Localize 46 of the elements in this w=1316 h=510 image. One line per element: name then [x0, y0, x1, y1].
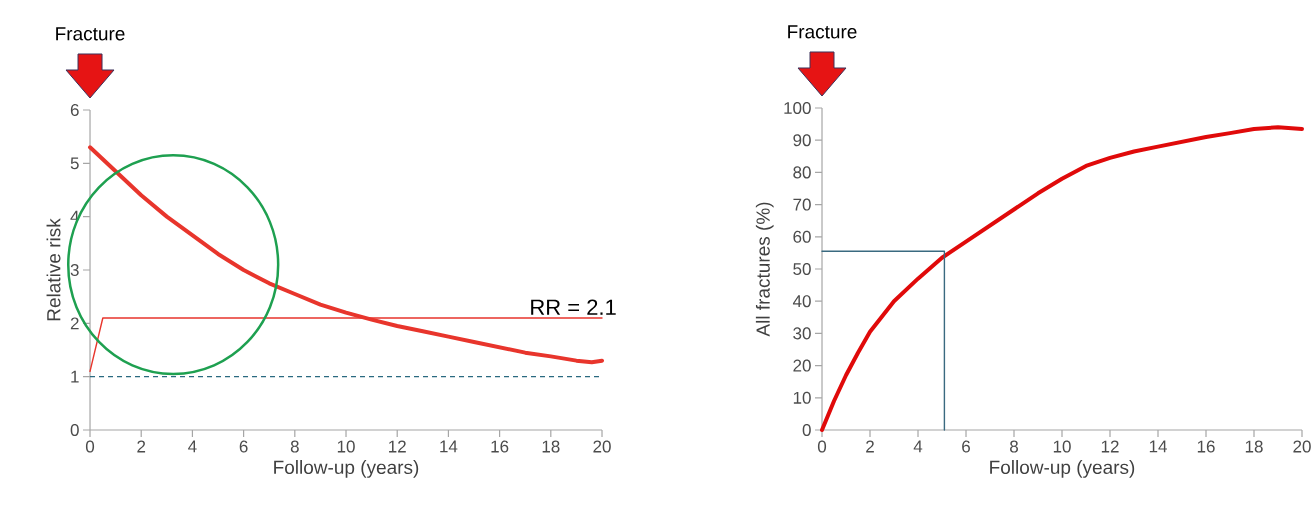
x-tick-label: 20 [1293, 440, 1311, 453]
x-tick-label: 14 [1149, 440, 1167, 453]
y-axis-title: Relative risk [46, 218, 61, 321]
x-tick-label: 2 [137, 440, 146, 453]
text: Fracture [56, 27, 125, 41]
y-tick-label: 80 [793, 166, 811, 179]
y-tick-label: 6 [70, 103, 79, 117]
text: Fracture [788, 25, 857, 39]
y-tick-label: 3 [70, 263, 79, 277]
y-tick-label: 90 [793, 134, 811, 147]
x-tick-label: 2 [866, 440, 874, 453]
x-tick-label: 18 [542, 440, 560, 453]
y-tick-label: 2 [70, 317, 79, 330]
x-tick-label: 0 [817, 440, 827, 453]
x-tick-label: 8 [1010, 440, 1018, 453]
x-tick-label: 4 [913, 440, 923, 453]
x-tick-label: 16 [491, 440, 509, 453]
x-tick-label: 14 [440, 440, 458, 453]
x-tick-label: 16 [1197, 440, 1215, 453]
x-tick-label: 12 [1101, 440, 1119, 453]
y-tick-label: 20 [793, 359, 811, 372]
y-tick-label: 70 [793, 198, 811, 211]
x-tick-label: 12 [389, 440, 406, 453]
x-tick-label: 10 [337, 440, 355, 453]
y-tick-label: 0 [70, 423, 79, 437]
x-tick-label: 6 [962, 440, 970, 453]
y-tick-label: 40 [792, 295, 811, 308]
y-tick-label: 0 [802, 423, 811, 437]
x-tick-label: 20 [593, 440, 611, 453]
y-tick-label: 1 [71, 370, 79, 383]
x-tick-label: 10 [1053, 440, 1071, 453]
x-tick-label: 8 [290, 440, 299, 453]
y-tick-label: 60 [793, 230, 811, 243]
annotation: RR = 2.1 [531, 299, 616, 315]
y-tick-label: 50 [793, 262, 811, 276]
y-tick-label: 5 [70, 157, 79, 170]
x-axis-title: Follow-up (years) [990, 460, 1135, 478]
y-axis-title: All fractures (%) [755, 202, 774, 337]
y-tick-label: 100 [784, 101, 811, 115]
x-axis-title: Follow-up (years) [274, 460, 419, 478]
y-tick-label: 30 [793, 327, 811, 340]
x-tick-label: 6 [239, 440, 248, 453]
x-tick-label: 18 [1245, 440, 1263, 453]
x-tick-label: 0 [85, 440, 95, 453]
x-tick-label: 4 [188, 440, 197, 453]
y-tick-label: 10 [793, 391, 811, 404]
